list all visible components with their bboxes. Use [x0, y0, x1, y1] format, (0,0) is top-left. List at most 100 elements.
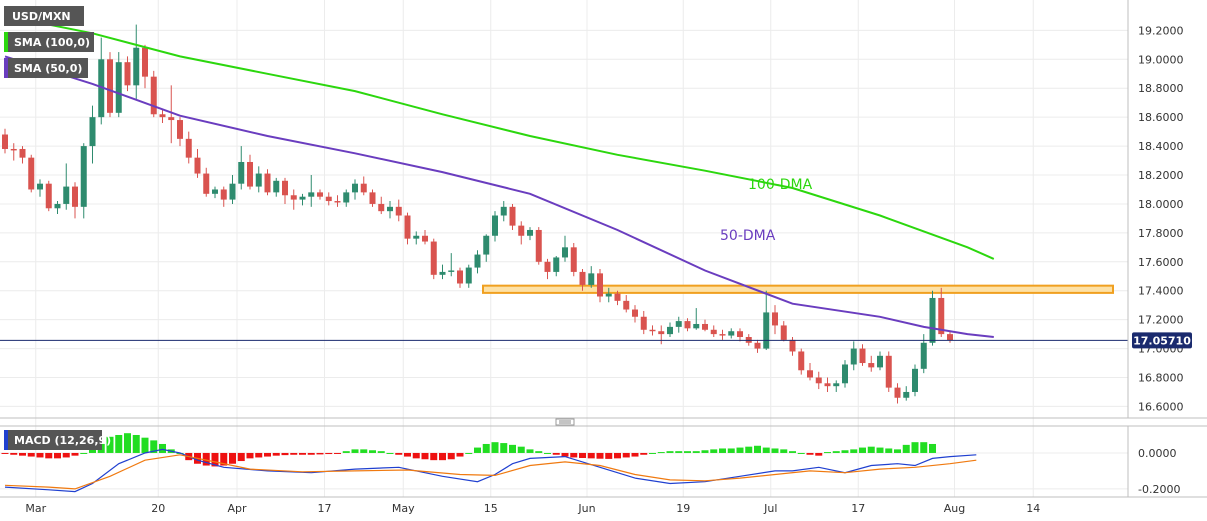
candle-body	[763, 312, 770, 349]
candle-body	[842, 364, 848, 384]
macd-histogram-bar	[246, 452, 254, 459]
candle-body	[693, 323, 700, 329]
macd-histogram-bar	[351, 449, 359, 453]
candle-body	[868, 363, 875, 368]
candle-body	[107, 59, 113, 113]
macd-histogram-bar	[806, 452, 814, 455]
macd-histogram-bar	[561, 452, 569, 457]
candle-body	[605, 293, 612, 297]
macd-histogram-bar	[150, 440, 158, 453]
time-tick-label: 17	[851, 502, 865, 515]
symbol-label-box[interactable]: USD/MXN	[4, 6, 84, 26]
candle-body	[457, 270, 463, 284]
macd-tick-label: 0.0000	[1138, 447, 1177, 460]
macd-histogram-bar	[614, 452, 621, 459]
macd-histogram-bar	[272, 452, 280, 456]
sma100-label-box[interactable]: SMA (100,0)	[4, 32, 94, 52]
macd-histogram-bar	[579, 452, 586, 458]
macd-histogram-bar	[202, 452, 210, 466]
candle-body	[658, 331, 665, 335]
candle-body	[395, 206, 402, 216]
macd-histogram-bar	[727, 448, 735, 453]
macd-histogram-bar	[421, 452, 429, 460]
macd-histogram-bar	[911, 442, 919, 453]
last-price-label: 17.05710	[1133, 334, 1191, 347]
candle-body	[413, 235, 420, 239]
sma100-label: SMA (100,0)	[14, 36, 90, 49]
macd-histogram-bar	[1, 452, 9, 454]
candle-body	[203, 173, 210, 194]
price-tick-label: 18.0000	[1138, 198, 1184, 211]
macd-histogram-bar	[710, 449, 718, 453]
macd-histogram-bar	[797, 452, 805, 454]
candle-body	[133, 47, 140, 86]
candle-body	[378, 203, 385, 212]
candle-body	[597, 273, 603, 297]
macd-histogram-bar	[456, 452, 464, 457]
candle-body	[430, 241, 437, 275]
macd-label-box[interactable]: MACD (12,26,9)	[4, 430, 111, 450]
sma50-line	[4, 55, 994, 338]
macd-histogram-bar	[526, 449, 534, 453]
macd-histogram-bar	[307, 452, 315, 455]
candle-body	[220, 189, 227, 200]
candle-body	[45, 183, 52, 209]
candle-body	[877, 355, 883, 368]
macd-histogram-bar	[920, 442, 928, 453]
time-tick-label: Mar	[25, 502, 46, 515]
candle-body	[63, 186, 70, 204]
candle-body	[772, 312, 778, 326]
macd-histogram-bar	[412, 452, 420, 459]
macd-histogram-bar	[36, 452, 44, 458]
candle-body	[2, 134, 8, 149]
candle-body	[789, 339, 796, 352]
candle-body	[229, 183, 236, 200]
support-zone	[482, 284, 1114, 294]
candle-body	[308, 192, 315, 197]
time-tick-label: Jun	[577, 502, 595, 515]
candle-body	[675, 321, 682, 327]
candle-body	[640, 316, 647, 330]
candle-body	[728, 331, 735, 336]
candle-body	[115, 62, 122, 113]
macd-histogram-bar	[841, 450, 849, 453]
candle-body	[150, 76, 157, 115]
macd-histogram-bar	[596, 452, 604, 459]
candle-body	[719, 334, 726, 336]
macd-histogram-bar	[299, 452, 306, 455]
macd-histogram-bar	[509, 444, 516, 453]
candle-body	[212, 189, 218, 194]
macd-histogram-bar	[369, 450, 376, 453]
macd-histogram-bar	[211, 452, 219, 467]
macd-histogram-bar	[124, 433, 131, 453]
candle-body	[10, 148, 17, 151]
macd-histogram-bar	[859, 447, 866, 453]
macd-histogram-bar	[762, 447, 770, 453]
macd-histogram-bar	[19, 452, 26, 456]
macd-histogram-bar	[132, 434, 140, 453]
candle-body	[798, 351, 805, 371]
candle-body	[28, 157, 35, 190]
macd-histogram-bar	[474, 447, 481, 453]
candle-body	[929, 297, 936, 343]
candle-body	[649, 329, 656, 332]
pane-resize-handle[interactable]	[555, 418, 575, 426]
candle-body	[360, 183, 367, 193]
candle-body	[124, 62, 131, 86]
candle-body	[570, 247, 577, 272]
price-tick-label: 18.2000	[1138, 169, 1184, 182]
candle-body	[352, 183, 358, 193]
macd-histogram-bar	[885, 448, 893, 453]
candle-body	[684, 321, 691, 329]
price-tick-label: 19.0000	[1138, 53, 1184, 66]
dma50-annotation: 50-DMA	[720, 228, 776, 244]
candle-body	[535, 229, 542, 262]
candle-body	[807, 370, 813, 378]
candle-body	[273, 180, 280, 193]
candle-body	[448, 270, 455, 272]
sma50-label-box[interactable]: SMA (50,0)	[4, 58, 88, 78]
time-tick-label: Aug	[944, 502, 965, 515]
macd-histogram-bar	[255, 452, 263, 458]
time-tick-label: 15	[484, 502, 498, 515]
